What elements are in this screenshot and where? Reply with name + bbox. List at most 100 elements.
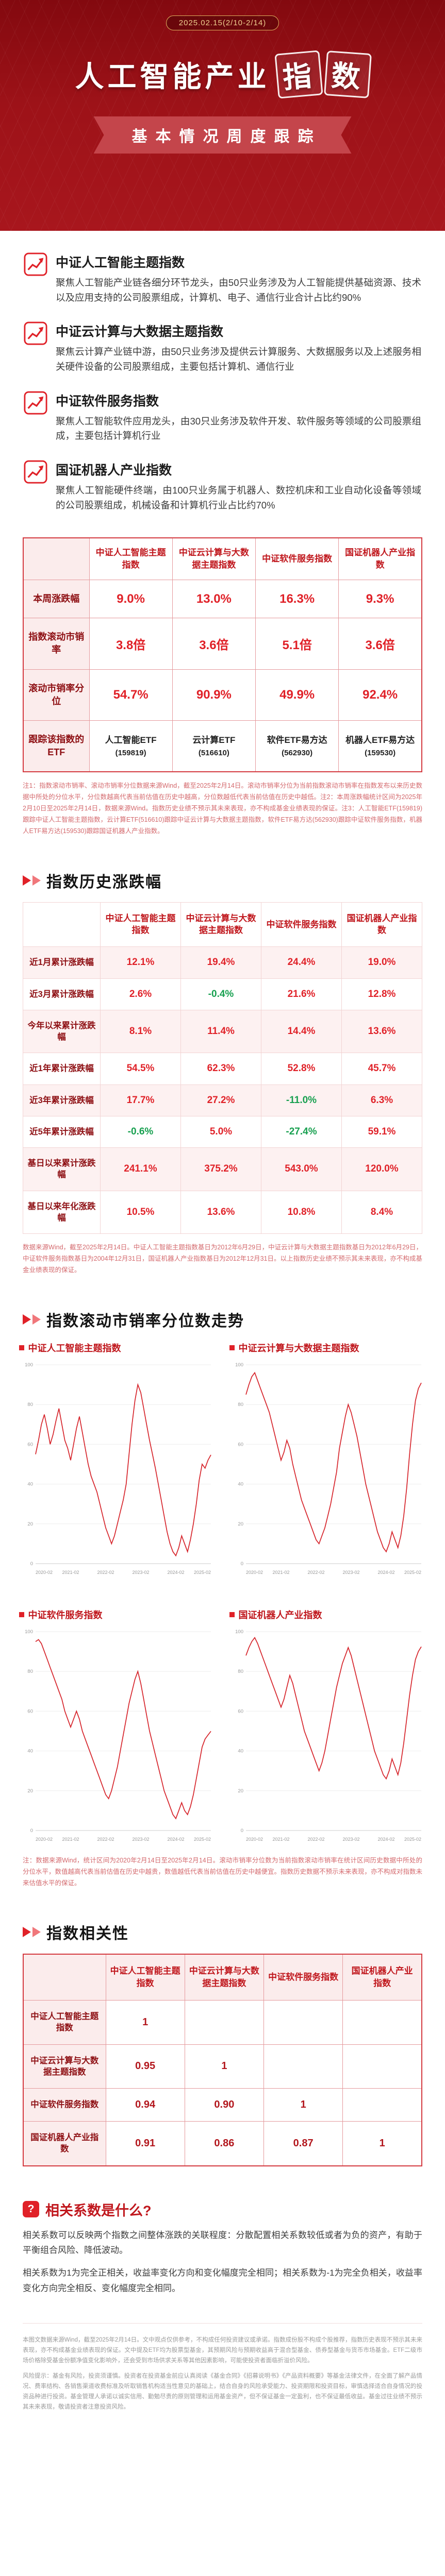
charts-footnote: 注：数据来源Wind，统计区间为2020年2月14日至2025年2月14日。滚动… — [23, 1856, 423, 1887]
intro-body: 中证人工智能主题指数 聚焦人工智能产业链各细分环节龙头，由50只业务涉及为人工智… — [56, 252, 421, 305]
correlation-cell: 1 — [263, 2088, 343, 2122]
table-row: 今年以来累计涨跌幅 8.1% 11.4% 14.4% 13.6% — [23, 1009, 422, 1054]
etf-cell: 机器人ETF易方达 (159530) — [338, 720, 422, 772]
index-description: 聚焦人工智能产业链各细分环节龙头，由50只业务涉及为人工智能提供基础资源、技术以… — [56, 277, 421, 303]
index-description: 聚焦人工智能软件应用龙头，由30只业务涉及软件开发、软件服务等领域的公司股票组成… — [56, 415, 421, 442]
section-header-correlation: 指数相关性 — [23, 1921, 422, 1943]
section-title: 指数滚动市销率分位数走势 — [46, 1312, 244, 1330]
page-title-main: 人工智能产业 — [75, 60, 270, 93]
svg-text:2021-02: 2021-02 — [62, 1570, 79, 1575]
intro-body: 中证云计算与大数据主题指数 聚焦云计算产业链中游，由50只业务涉及提供云计算服务… — [56, 321, 421, 374]
section-title: 指数历史涨跌幅 — [46, 873, 162, 891]
history-table: 中证人工智能主题指数 中证云计算与大数据主题指数 中证软件服务指数 国证机器人产… — [23, 902, 422, 1234]
chevron-icon — [23, 1314, 31, 1325]
etf-code: (159819) — [115, 749, 146, 758]
value-cell: 90.9% — [172, 669, 256, 721]
table-row: 中证软件服务指数 0.94 0.90 1 — [23, 2088, 422, 2122]
trend-chart-icon — [24, 321, 47, 345]
section-header-history: 指数历史涨跌幅 — [23, 869, 422, 892]
column-header: 中证人工智能主题指数 — [100, 902, 181, 947]
value-cell: 10.5% — [100, 1190, 181, 1234]
row-label: 滚动市销率分位 — [23, 669, 90, 721]
chevron-icon — [23, 1927, 31, 1938]
svg-text:2025-02: 2025-02 — [193, 1570, 210, 1575]
row-label: 近1年累计涨跌幅 — [23, 1053, 101, 1085]
trend-chart-icon — [24, 460, 47, 484]
table-row: 国证机器人产业指数 0.91 0.86 0.87 1 — [23, 2121, 422, 2166]
correlation-cell — [342, 2000, 422, 2045]
column-header: 中证软件服务指数 — [261, 902, 342, 947]
summary-table-footnote: 注1：指数滚动市销率、滚动市销率分位数据来源Wind，截至2025年2月14日。… — [23, 782, 422, 835]
svg-text:100: 100 — [235, 1629, 243, 1635]
header-banner: 2025.02.15(2/10-2/14) 人工智能产业指数 基本情况周度跟踪 — [0, 0, 445, 231]
value-cell: 8.1% — [100, 1009, 181, 1054]
value-cell: 52.8% — [261, 1053, 342, 1085]
row-label: 国证机器人产业指数 — [23, 2121, 106, 2166]
intro-body: 国证机器人产业指数 聚焦人工智能硬件终端，由100只业务属于机器人、数控机床和工… — [56, 460, 421, 513]
svg-text:100: 100 — [235, 1362, 243, 1368]
value-cell: 11.4% — [180, 1009, 261, 1054]
chart-title-row: 中证软件服务指数 — [19, 1608, 216, 1621]
intro-item: 国证机器人产业指数 聚焦人工智能硬件终端，由100只业务属于机器人、数控机床和工… — [24, 460, 421, 513]
column-header: 中证人工智能主题指数 — [105, 1954, 185, 2001]
value-cell: 241.1% — [100, 1147, 181, 1191]
page-subtitle: 基本情况周度跟踪 — [94, 116, 352, 154]
row-label: 中证人工智能主题指数 — [23, 2000, 106, 2045]
svg-text:40: 40 — [238, 1748, 243, 1754]
page-title-boxed-char: 数 — [323, 50, 372, 98]
svg-text:2021-02: 2021-02 — [62, 1837, 79, 1842]
svg-text:20: 20 — [238, 1521, 243, 1527]
svg-text:40: 40 — [27, 1748, 33, 1754]
svg-text:40: 40 — [238, 1481, 243, 1487]
svg-text:2022-02: 2022-02 — [307, 1837, 324, 1842]
svg-text:40: 40 — [27, 1481, 33, 1487]
chart-title: 中证云计算与大数据主题指数 — [238, 1343, 359, 1353]
etf-code: (516610) — [198, 749, 229, 758]
bullet-icon — [19, 1345, 24, 1350]
history-table-footnote: 数据来源Wind，截至2025年2月14日。中证人工智能主题指数基日为2012年… — [23, 1244, 422, 1274]
svg-text:0: 0 — [30, 1561, 32, 1567]
column-header: 中证软件服务指数 — [255, 537, 339, 580]
svg-text:80: 80 — [238, 1669, 243, 1674]
row-label: 本周涨跌幅 — [23, 579, 90, 619]
value-cell: 3.6倍 — [338, 618, 422, 670]
trend-chart-icon — [24, 391, 47, 415]
svg-text:60: 60 — [27, 1708, 33, 1714]
etf-name: 人工智能ETF — [105, 735, 157, 745]
chart-card: 中证软件服务指数 0 20 40 60 80 100 2020-02 2021-02 2022-… — [19, 1608, 216, 1847]
value-cell: 3.8倍 — [89, 618, 173, 670]
chart-title: 中证人工智能主题指数 — [28, 1343, 121, 1353]
table-row: 近1月累计涨跌幅 12.1% 19.4% 24.4% 19.0% — [23, 946, 422, 979]
value-cell: 13.6% — [341, 1009, 422, 1054]
row-label: 近1月累计涨跌幅 — [23, 946, 101, 979]
svg-text:2023-02: 2023-02 — [342, 1570, 359, 1575]
bullet-icon — [229, 1612, 235, 1617]
table-row-tracking-etf: 跟踪该指数的ETF 人工智能ETF (159819) 云计算ETF (51661… — [23, 720, 422, 772]
disclaimer-paragraph: 风险提示：基金有风险，投资须谨慎。投资者在投资基金前应认真阅读《基金合同》《招募… — [23, 2372, 422, 2411]
svg-text:2024-02: 2024-02 — [167, 1570, 184, 1575]
correlation-cell — [184, 2000, 265, 2045]
value-cell: 5.0% — [180, 1115, 261, 1148]
summary-table: 中证人工智能主题指数 中证云计算与大数据主题指数 中证软件服务指数 国证机器人产… — [23, 537, 422, 773]
correlation-cell: 0.91 — [105, 2121, 185, 2166]
section-title: 指数相关性 — [46, 1925, 129, 1943]
value-cell: 62.3% — [180, 1053, 261, 1085]
correlation-cell — [263, 2000, 343, 2045]
value-cell: 59.1% — [341, 1115, 422, 1148]
value-cell: 12.8% — [341, 978, 422, 1010]
column-header: 中证云计算与大数据主题指数 — [184, 1954, 265, 2001]
svg-text:2024-02: 2024-02 — [377, 1837, 394, 1842]
chevron-icon — [23, 875, 31, 886]
chart-title-row: 中证人工智能主题指数 — [19, 1341, 216, 1354]
value-cell: 19.4% — [180, 946, 261, 979]
etf-code: (562930) — [282, 749, 313, 758]
intro-item: 中证云计算与大数据主题指数 聚焦云计算产业链中游，由50只业务涉及提供云计算服务… — [24, 321, 421, 374]
value-cell: 6.3% — [341, 1084, 422, 1116]
chevron-icon — [32, 1927, 41, 1938]
index-description: 聚焦人工智能硬件终端，由100只业务属于机器人、数控机床和工业自动化设备等领域的… — [56, 485, 421, 511]
explainer-header: ? 相关系数是什么? — [23, 2199, 422, 2219]
svg-text:2024-02: 2024-02 — [167, 1837, 184, 1842]
row-label: 基日以来年化涨跌幅 — [23, 1190, 101, 1234]
table-row: 近3年累计涨跌幅 17.7% 27.2% -11.0% 6.3% — [23, 1084, 422, 1116]
table-row: 中证人工智能主题指数 1 — [23, 2000, 422, 2045]
